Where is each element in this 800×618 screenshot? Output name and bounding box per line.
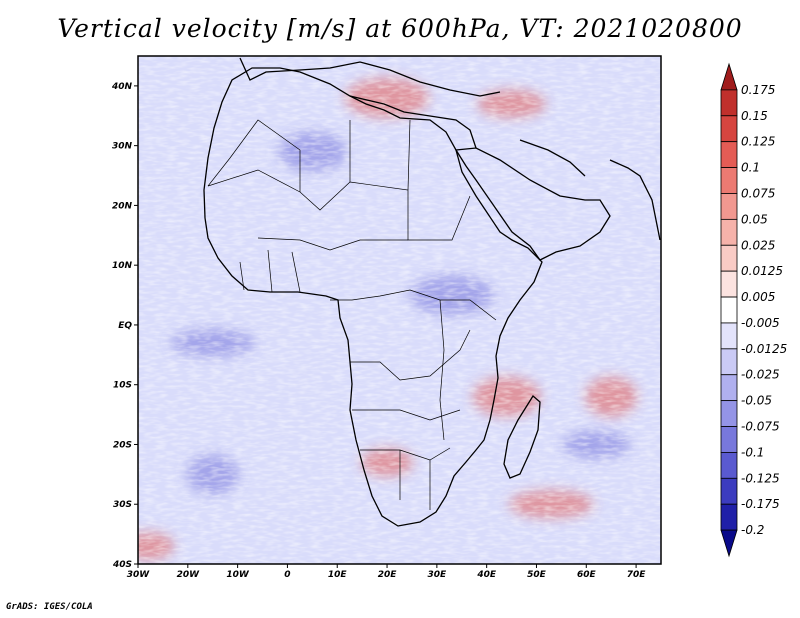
lon-tick-label: 10W [226,570,250,580]
lat-tick-label: 30N [112,142,133,152]
credit-text: GrADS: IGES/COLA [6,602,93,612]
lat-tick-label: 40N [111,82,133,92]
lon-tick-label: 40E [476,570,497,580]
colorbar-label: -0.05 [741,394,772,408]
colorbar-swatch [720,374,738,402]
colorbar-label: 0.1 [741,161,760,175]
lat-tick-label: 20S [113,440,132,450]
lon-tick-label: 60E [577,570,597,580]
longitude-axis: 30W 20W 10W 0 10E 20E 30E 40E 50E 60E 70E [127,564,647,580]
lon-tick-label: 10E [328,570,348,580]
lat-tick-label: 30S [113,500,132,510]
india-coastline [609,159,661,241]
colorbar-swatch [720,89,738,117]
mediterranean-coast [349,95,477,149]
colorbar-swatch [720,193,738,220]
field-texture [138,56,661,564]
latitude-axis: 40N 30N 20N 10N EQ 10S 20S 30S 40S [111,82,138,570]
colorbar-label: -0.1 [741,445,764,459]
lat-tick-label: 10N [112,261,133,271]
lat-tick-label: EQ [118,321,132,331]
colorbar-label: 0.05 [741,212,768,226]
lon-tick-label: 20W [177,570,201,580]
persian-gulf [519,139,586,177]
colorbar-swatch [720,218,738,246]
lon-tick-label: 0 [284,570,290,580]
colorbar-label: 0.025 [741,238,775,252]
colorbar-label: 0.075 [741,186,775,200]
vertical-velocity-field [138,56,661,564]
colorbar-label: 0.125 [741,135,775,149]
colorbar-swatch [720,115,738,143]
colorbar-label: -0.075 [741,420,780,434]
country-borders [207,119,497,510]
arabia-coastline [454,147,611,261]
colorbar-swatch [720,452,738,479]
lon-tick-label: 50E [527,570,547,580]
colorbar: 0.175 0.15 0.125 0.1 0.075 0.05 0.025 0.0125 0.0… [720,62,787,558]
colorbar-label: -0.2 [741,523,764,537]
colorbar-label: 0.005 [741,290,775,304]
lon-tick-label: 30W [127,570,151,580]
lat-tick-label: 20N [112,201,133,211]
colorbar-label: -0.025 [741,368,780,382]
map-title: Vertical velocity [m/s] at 600hPa, VT: 2… [57,14,743,43]
colorbar-label: -0.125 [741,471,780,485]
europe-coastline [239,57,501,97]
colorbar-swatch [720,348,738,376]
colorbar-label: -0.005 [741,316,780,330]
lon-tick-label: 30E [428,570,448,580]
lat-tick-label: 40S [112,560,132,570]
lon-tick-label: 70E [627,570,647,580]
colorbar-swatch [720,503,738,531]
colorbar-swatch [720,167,738,194]
colorbar-swatch [720,141,738,168]
madagascar-coastline [503,395,541,479]
africa-coastline [203,67,543,527]
colorbar-label: 0.15 [741,109,768,123]
colorbar-label: -0.0125 [741,342,787,356]
lat-tick-label: 10S [113,381,132,391]
colorbar-swatch [720,296,738,324]
colorbar-swatch [720,426,738,453]
lon-tick-label: 20E [378,570,398,580]
colorbar-swatch [720,400,738,427]
coastlines [203,57,661,527]
colorbar-label: 0.175 [741,83,775,97]
map-frame [137,55,662,565]
colorbar-swatch [720,529,738,558]
colorbar-swatch [720,322,738,350]
colorbar-label: -0.175 [741,497,780,511]
colorbar-swatch [720,270,738,298]
colorbar-swatch [720,62,738,91]
colorbar-swatch [720,477,738,505]
colorbar-swatch [720,244,738,272]
colorbar-label: 0.0125 [741,264,783,278]
